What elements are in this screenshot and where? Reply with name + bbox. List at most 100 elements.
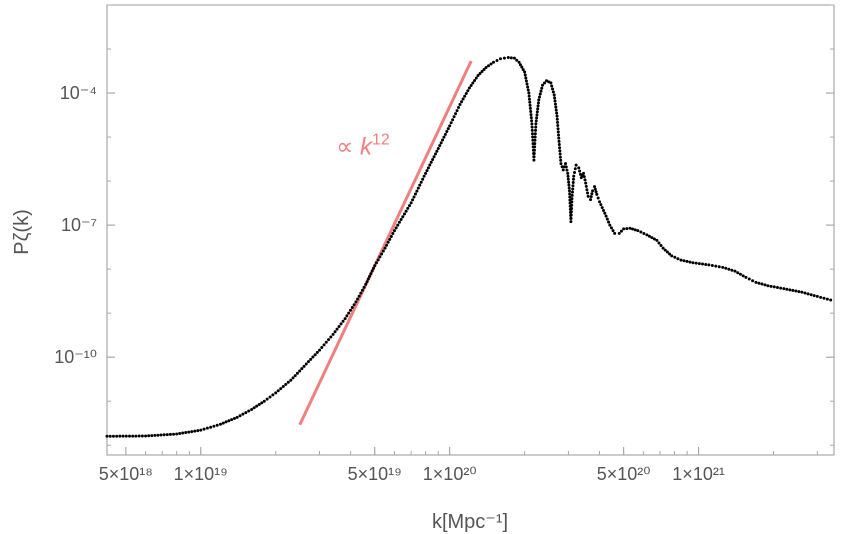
data-point [467, 86, 471, 90]
data-point [754, 280, 758, 284]
data-point [530, 132, 534, 136]
data-point [594, 190, 598, 194]
data-point [304, 362, 308, 366]
data-point [425, 169, 429, 173]
data-point [663, 248, 667, 252]
data-point [688, 260, 692, 264]
data-point [435, 149, 439, 153]
data-point [441, 138, 445, 142]
data-point [457, 106, 461, 110]
data-point [221, 421, 225, 425]
data-point [105, 434, 109, 438]
data-point [252, 406, 256, 410]
data-point [570, 197, 574, 201]
data-point [557, 143, 561, 147]
data-point [757, 281, 761, 285]
data-point [156, 433, 160, 437]
data-point [428, 163, 432, 167]
data-point [376, 258, 380, 262]
data-point [118, 434, 122, 438]
data-point [140, 434, 144, 438]
data-point [498, 57, 502, 61]
data-point [365, 280, 369, 284]
data-point [190, 430, 194, 434]
power-law-fit-line [298, 60, 473, 426]
data-point [431, 158, 435, 162]
data-point [187, 430, 191, 434]
data-point [335, 327, 339, 331]
data-point [797, 290, 801, 294]
data-point [265, 397, 269, 401]
data-point [553, 96, 557, 100]
data-point [642, 231, 646, 235]
data-point [534, 128, 538, 132]
data-point [124, 434, 128, 438]
data-point [534, 125, 538, 129]
data-point [433, 152, 437, 156]
data-point [582, 171, 586, 175]
data-point [549, 81, 553, 85]
data-point [199, 428, 203, 432]
data-point [829, 298, 833, 302]
data-point [769, 284, 773, 288]
data-point [373, 264, 377, 268]
data-point [502, 56, 506, 60]
data-point [561, 168, 565, 172]
data-point [520, 65, 524, 69]
data-point [556, 130, 560, 134]
data-point [533, 138, 537, 142]
data-point [388, 237, 392, 241]
data-point [442, 135, 446, 139]
data-point [785, 287, 789, 291]
data-point [409, 201, 413, 205]
data-point [578, 169, 582, 173]
data-point [348, 308, 352, 312]
data-point [526, 85, 530, 89]
data-point [293, 374, 297, 378]
data-point [572, 174, 576, 178]
data-point [331, 332, 335, 336]
data-point [291, 376, 295, 380]
data-point [324, 340, 328, 344]
data-point [421, 177, 425, 181]
data-point [476, 74, 480, 78]
data-point [608, 223, 612, 227]
data-point [631, 227, 635, 231]
x-axis-title: k[Mpc⁻¹] [432, 511, 508, 533]
data-point [352, 303, 356, 307]
data-point [727, 267, 731, 271]
data-point [517, 60, 521, 64]
data-point [289, 378, 293, 382]
data-point [432, 155, 436, 159]
data-point [407, 204, 411, 208]
data-point [551, 90, 555, 94]
data-point [772, 285, 776, 289]
fit-line [298, 60, 473, 426]
data-point [528, 103, 532, 107]
data-point [406, 206, 410, 210]
data-point [415, 189, 419, 193]
data-point [313, 353, 317, 357]
data-point [411, 198, 415, 202]
data-point [540, 86, 544, 90]
data-point [419, 180, 423, 184]
x-ticks: 5×10¹⁸ 1×10¹⁹ 5×10¹⁹ 1×10²⁰ 5×10²⁰ 1×10²¹ [99, 447, 818, 484]
data-point [212, 424, 216, 428]
data-point [418, 183, 422, 187]
data-point [822, 296, 826, 300]
data-point [454, 112, 458, 116]
data-point [474, 76, 478, 80]
data-point [337, 325, 341, 329]
data-point [697, 262, 701, 266]
data-point [286, 380, 290, 384]
data-point [668, 252, 672, 256]
data-point [593, 187, 597, 191]
data-point [108, 434, 112, 438]
data-point [533, 142, 537, 146]
data-point [446, 127, 450, 131]
data-point [679, 258, 683, 262]
data-point [309, 357, 313, 361]
data-point [586, 194, 590, 198]
data-point [527, 91, 531, 95]
data-point [806, 292, 810, 296]
